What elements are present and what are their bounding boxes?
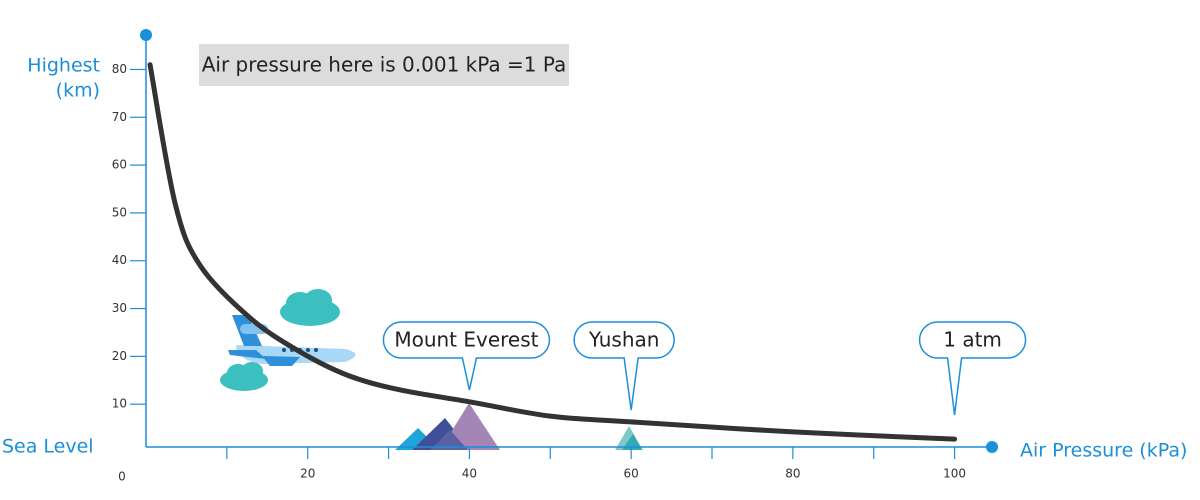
zero-label: 0: [118, 470, 126, 484]
y-tick-label: 20: [112, 349, 127, 363]
origin-label: Sea Level: [2, 436, 94, 458]
y-tick-label: 10: [112, 397, 127, 411]
y-tick-label: 60: [112, 158, 127, 172]
airplane: [228, 315, 356, 366]
callout-text: Mount Everest: [394, 328, 538, 352]
x-tick-label: 40: [462, 467, 477, 481]
note: Air pressure here is 0.001 kPa =1 Pa: [202, 53, 567, 77]
y-axis-label: Highest: [27, 55, 100, 77]
cloud: [220, 362, 268, 391]
callout: [573, 321, 675, 411]
x-tick-label: 60: [624, 467, 639, 481]
callout-text: Yushan: [588, 328, 660, 352]
x-tick-label: 20: [300, 467, 315, 481]
y-tick-label: 30: [112, 301, 127, 315]
x-axis-label: Air Pressure (kPa): [1020, 440, 1187, 462]
mountains-yushan: [615, 426, 643, 450]
callout: [382, 321, 551, 391]
y-tick-label: 40: [112, 253, 127, 267]
y-axis-label: (km): [56, 80, 100, 102]
x-tick-label: 100: [943, 467, 966, 481]
cloud: [280, 289, 340, 326]
y-tick-label: 70: [112, 110, 127, 124]
note-box: [199, 44, 569, 86]
y-tick-label: 80: [112, 62, 127, 76]
y-axis-end: [140, 29, 152, 41]
callout-text: 1 atm: [943, 328, 1002, 352]
callout: [918, 321, 1027, 416]
pressure-curve: [147, 62, 958, 442]
y-tick-label: 50: [112, 205, 127, 219]
x-tick-label: 80: [785, 467, 800, 481]
x-axis-end: [986, 441, 998, 453]
mountains-everest: [395, 403, 500, 450]
